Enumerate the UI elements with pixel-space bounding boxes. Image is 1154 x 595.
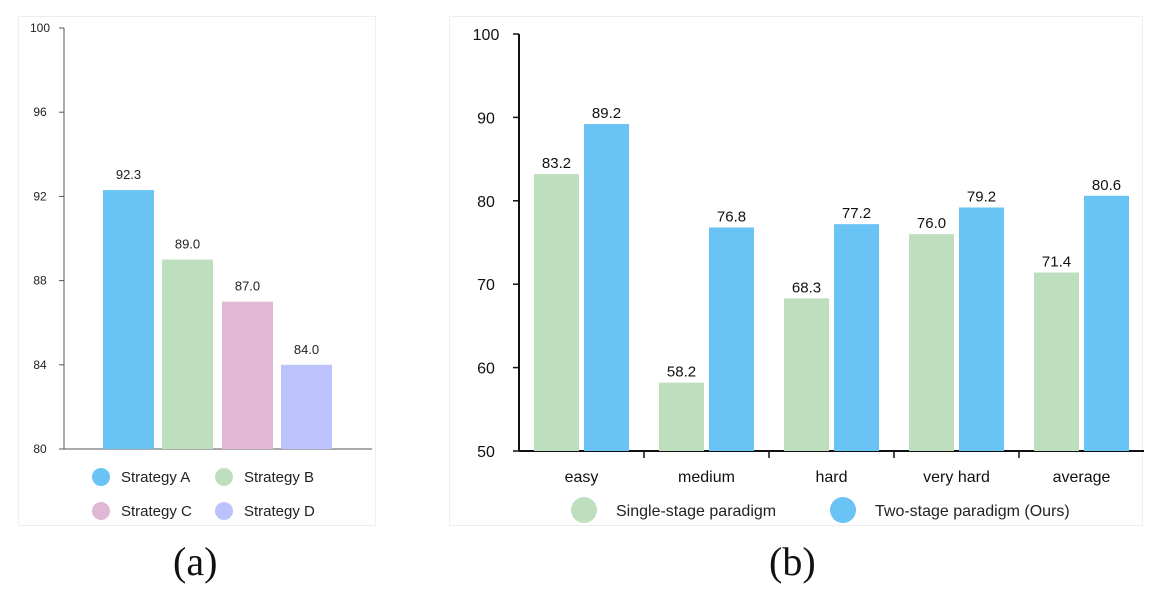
x-tick-label-b: very hard bbox=[923, 469, 990, 486]
bar-value-label: 76.0 bbox=[917, 215, 946, 232]
legend-swatch bbox=[571, 497, 597, 523]
legend-swatch bbox=[830, 497, 856, 523]
bar-value-label: 92.3 bbox=[116, 167, 141, 182]
y-tick-label-a: 96 bbox=[33, 105, 47, 119]
x-tick-label-b: average bbox=[1053, 469, 1111, 486]
y-tick-label-b: 50 bbox=[477, 444, 495, 461]
x-tick-label-b: easy bbox=[565, 469, 599, 486]
bar-value-label: 83.2 bbox=[542, 155, 571, 172]
bar-value-label: 76.8 bbox=[717, 208, 746, 225]
y-tick-label-b: 70 bbox=[477, 277, 495, 294]
x-tick-label-b: hard bbox=[815, 469, 847, 486]
y-tick-label-a: 92 bbox=[33, 189, 47, 203]
y-tick-label-a: 80 bbox=[33, 442, 47, 456]
bar-value-label: 68.3 bbox=[792, 279, 821, 296]
legend-label: Two-stage paradigm (Ours) bbox=[875, 503, 1070, 520]
bar-strategy-b bbox=[162, 259, 213, 449]
legend-label: Strategy A bbox=[121, 469, 190, 486]
legend-swatch bbox=[215, 502, 233, 520]
bar-single-stage bbox=[909, 234, 954, 451]
bar-value-label: 71.4 bbox=[1042, 254, 1071, 271]
x-tick-label-b: medium bbox=[678, 469, 735, 486]
bar-two-stage bbox=[959, 207, 1004, 451]
y-tick-label-a: 88 bbox=[33, 274, 47, 288]
bar-strategy-a bbox=[103, 190, 154, 449]
legend-swatch bbox=[215, 468, 233, 486]
bar-strategy-c bbox=[222, 301, 273, 449]
bar-two-stage bbox=[709, 227, 754, 451]
bar-single-stage bbox=[534, 174, 579, 451]
bar-two-stage bbox=[584, 124, 629, 452]
bar-value-label: 80.6 bbox=[1092, 177, 1121, 194]
legend-label: Single-stage paradigm bbox=[616, 503, 776, 520]
bar-single-stage bbox=[659, 382, 704, 451]
bar-value-label: 89.2 bbox=[592, 105, 621, 122]
chart-a-caption: (a) bbox=[173, 539, 218, 584]
y-tick-label-b: 80 bbox=[477, 194, 495, 211]
y-tick-label-b: 90 bbox=[477, 110, 495, 127]
bar-strategy-d bbox=[281, 364, 332, 449]
bar-value-label: 58.2 bbox=[667, 364, 696, 381]
bar-value-label: 84.0 bbox=[294, 342, 319, 357]
y-tick-label-a: 100 bbox=[30, 21, 50, 35]
bar-single-stage bbox=[1034, 272, 1079, 451]
y-tick-label-b: 100 bbox=[473, 27, 500, 44]
bar-two-stage bbox=[834, 224, 879, 451]
y-tick-label-b: 60 bbox=[477, 361, 495, 378]
bar-two-stage bbox=[1084, 195, 1129, 451]
chart-b-caption: (b) bbox=[769, 539, 816, 584]
legend-label: Strategy B bbox=[244, 469, 314, 486]
legend-swatch bbox=[92, 468, 110, 486]
legend-label: Strategy D bbox=[244, 503, 315, 520]
bar-value-label: 77.2 bbox=[842, 205, 871, 222]
bar-value-label: 89.0 bbox=[175, 237, 200, 252]
bar-value-label: 79.2 bbox=[967, 188, 996, 205]
bar-value-label: 87.0 bbox=[235, 279, 260, 294]
bar-single-stage bbox=[784, 298, 829, 451]
y-tick-label-a: 84 bbox=[33, 358, 47, 372]
legend-swatch bbox=[92, 502, 110, 520]
legend-label: Strategy C bbox=[121, 503, 192, 520]
